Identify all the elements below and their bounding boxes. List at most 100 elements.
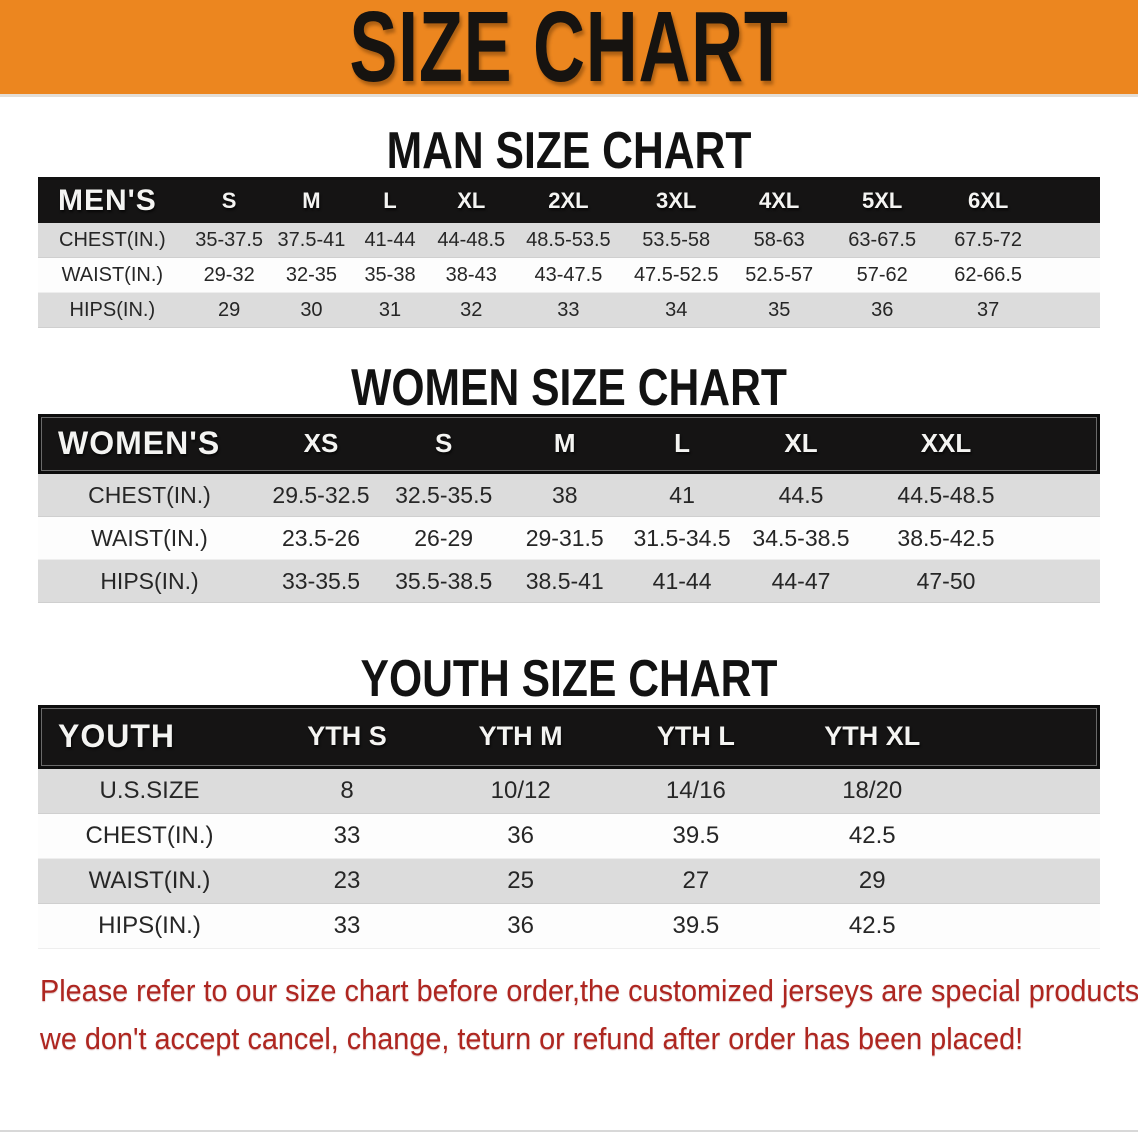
- column-header: 6XL: [967, 188, 1009, 214]
- cell-value: 36: [871, 298, 894, 321]
- table-row: HIPS(IN.) 29 30 31 32 33 34 35 36 37: [38, 292, 1100, 328]
- section-heading-women: WOMEN SIZE CHART: [351, 358, 787, 417]
- cell-value: 41: [669, 481, 695, 508]
- size-table-men: MEN'S S M L XL 2XL 3XL 4XL 5XL 6XL CHEST(IN.) 35-37…: [38, 177, 1100, 328]
- cell-value: 29: [218, 298, 241, 321]
- sections: MAN SIZE CHART MEN'S S M L XL 2XL 3XL 4XL 5XL 6XL C…: [0, 125, 1138, 949]
- column-header: 4XL: [759, 188, 800, 214]
- row-label: WAIST(IN.): [91, 524, 208, 551]
- cell-value: 44-48.5: [437, 228, 506, 251]
- disclaimer: Please refer to our size chart before or…: [40, 967, 1138, 1063]
- column-header: S: [435, 428, 453, 458]
- row-label: U.S.SIZE: [99, 777, 200, 804]
- cell-value: 31.5-34.5: [633, 524, 731, 551]
- cell-value: 35.5-38.5: [395, 567, 493, 594]
- cell-value: 67.5-72: [954, 228, 1023, 251]
- cell-value: 38.5-42.5: [897, 524, 995, 551]
- cell-value: 37: [977, 298, 1000, 321]
- table-row: CHEST(IN.) 33 36 39.5 42.5: [38, 813, 1100, 859]
- cell-value: 34.5-38.5: [752, 524, 850, 551]
- column-header: YTH XL: [824, 721, 921, 751]
- table-row: HIPS(IN.) 33 36 39.5 42.5: [38, 903, 1100, 949]
- cell-value: 33: [557, 298, 580, 321]
- cell-value: 35-38: [364, 263, 416, 286]
- column-header: L: [674, 428, 691, 458]
- banner-title: SIZE CHART: [349, 0, 789, 103]
- table-header-label-men: MEN'S: [58, 184, 157, 218]
- cell-value: 47-50: [916, 567, 976, 594]
- cell-value: 39.5: [672, 912, 720, 939]
- cell-value: 32.5-35.5: [395, 481, 493, 508]
- column-header: M: [302, 188, 321, 214]
- row-label: HIPS(IN.): [69, 298, 156, 321]
- cell-value: 32: [460, 298, 483, 321]
- cell-value: 37.5-41: [277, 228, 346, 251]
- size-table-youth: YOUTH YTH S YTH M YTH L YTH XL U.S.SIZE 8 10/12…: [38, 704, 1100, 949]
- cell-value: 31: [378, 298, 402, 321]
- row-label: HIPS(IN.): [98, 912, 201, 939]
- cell-value: 52.5-57: [745, 263, 814, 286]
- cell-value: 25: [507, 867, 534, 894]
- cell-value: 43-47.5: [534, 263, 603, 286]
- cell-value: 29.5-32.5: [272, 481, 370, 508]
- cell-value: 14/16: [665, 777, 726, 804]
- table-row: WAIST(IN.) 29-32 32-35 35-38 38-43 43-47.5 47.…: [38, 257, 1100, 293]
- cell-value: 41-44: [364, 228, 416, 251]
- disclaimer-line-2: we don't accept cancel, change, teturn o…: [40, 1020, 1024, 1056]
- table-row: HIPS(IN.) 33-35.5 35.5-38.5 38.5-41 41-44 44-…: [38, 559, 1100, 603]
- cell-value: 42.5: [848, 822, 896, 849]
- column-header: L: [383, 188, 397, 214]
- section-heading-youth: YOUTH SIZE CHART: [360, 649, 778, 708]
- cell-value: 42.5: [848, 912, 896, 939]
- cell-value: 29-32: [203, 263, 255, 286]
- row-label: CHEST(IN.): [85, 822, 214, 849]
- cell-value: 44.5: [778, 481, 824, 508]
- row-label: HIPS(IN.): [100, 567, 199, 594]
- cell-value: 29: [858, 867, 886, 894]
- cell-value: 8: [340, 777, 354, 804]
- cell-value: 36: [507, 912, 534, 939]
- column-header: YTH L: [656, 721, 735, 751]
- cell-value: 27: [682, 867, 710, 894]
- cell-value: 62-66.5: [954, 263, 1023, 286]
- column-header: XXL: [920, 428, 972, 458]
- table-row: WAIST(IN.) 23 25 27 29: [38, 858, 1100, 904]
- cell-value: 30: [300, 298, 323, 321]
- cell-value: 32-35: [285, 263, 338, 286]
- cell-value: 58-63: [753, 228, 805, 251]
- column-header: YTH S: [307, 721, 387, 751]
- section-heading-men: MAN SIZE CHART: [386, 122, 752, 180]
- cell-value: 34: [665, 298, 688, 321]
- column-header: 5XL: [862, 188, 903, 214]
- cell-value: 44.5-48.5: [897, 481, 995, 508]
- table-row: WAIST(IN.) 23.5-26 26-29 29-31.5 31.5-34.5 34…: [38, 516, 1100, 560]
- cell-value: 38: [551, 481, 578, 508]
- table-header-label-youth: YOUTH: [58, 718, 175, 754]
- cell-value: 38-43: [445, 263, 497, 286]
- cell-value: 44-47: [771, 567, 831, 594]
- cell-value: 57-62: [856, 263, 908, 286]
- cell-value: 63-67.5: [848, 228, 917, 251]
- cell-value: 23: [333, 867, 361, 894]
- disclaimer-line-1: Please refer to our size chart before or…: [40, 972, 1138, 1008]
- cell-value: 35-37.5: [195, 228, 264, 251]
- cell-value: 35: [768, 298, 791, 321]
- cell-value: 39.5: [672, 822, 720, 849]
- row-label: CHEST(IN.): [88, 481, 211, 508]
- table-row: U.S.SIZE 8 10/12 14/16 18/20: [38, 768, 1100, 814]
- column-header: XL: [784, 428, 818, 458]
- table-row: CHEST(IN.) 35-37.5 37.5-41 41-44 44-48.5 48.5…: [38, 222, 1100, 258]
- table-row: CHEST(IN.) 29.5-32.5 32.5-35.5 38 41 44.5 44.5…: [38, 473, 1100, 517]
- cell-value: 47.5-52.5: [633, 263, 719, 286]
- row-label: WAIST(IN.): [88, 867, 211, 894]
- cell-value: 33: [333, 912, 361, 939]
- cell-value: 53.5-58: [642, 228, 711, 251]
- banner: SIZE CHART: [0, 0, 1138, 97]
- cell-value: 36: [507, 822, 534, 849]
- row-label: WAIST(IN.): [61, 263, 164, 286]
- column-header: 2XL: [548, 188, 589, 214]
- row-label: CHEST(IN.): [59, 228, 166, 251]
- cell-value: 33: [333, 822, 361, 849]
- cell-value: 41-44: [652, 567, 712, 594]
